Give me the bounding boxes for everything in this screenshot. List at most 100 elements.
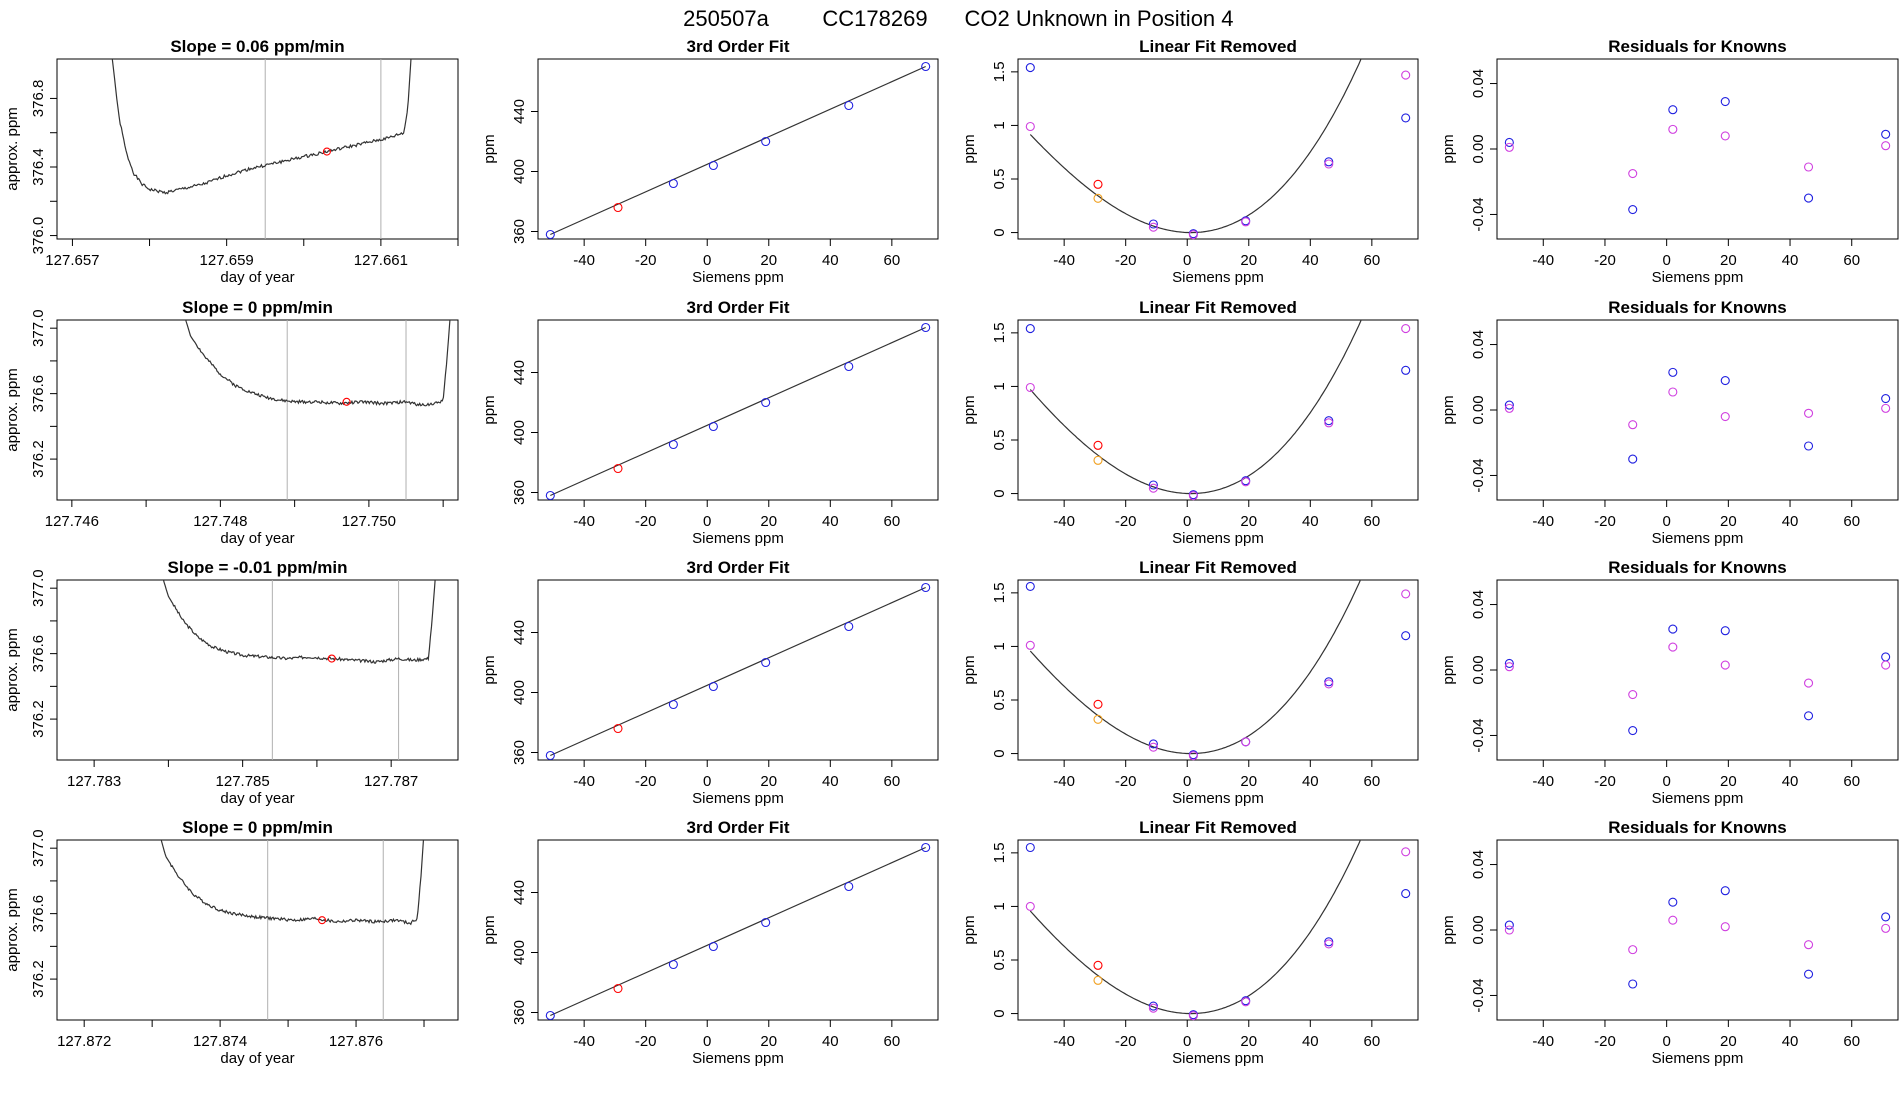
data-point-blue [1628,725,1638,736]
data-point-blue [844,881,854,892]
x-tick-label: 20 [1720,513,1737,530]
data-point-blue [708,160,718,171]
data-point-magenta [1803,162,1814,172]
x-axis-label: day of year [220,1050,294,1067]
panel-title: Linear Fit Removed [1139,37,1297,56]
x-tick-label: 60 [1364,513,1381,530]
panel-r1-c1: Slope = 0.06 ppm/min 127.657 127.659 127.66… [4,37,459,286]
plot-frame [1496,579,1899,761]
data-point-blue [1720,96,1730,107]
data-point-blue [1148,219,1158,229]
x-tick-label: -40 [1532,252,1554,269]
x-tick-label: 40 [1782,773,1799,790]
y-tick-label: 360 [511,1000,528,1025]
y-tick-label: 376.6 [30,895,47,933]
x-tick-label: 20 [760,513,777,530]
data-point-blue [1803,193,1814,203]
plot-frame [1017,319,1419,501]
y-axis: 360 400 440 [511,620,538,765]
y-tick-label: 440 [511,360,528,385]
data-point-blue [1628,454,1638,464]
y-tick-label: 1 [991,121,1008,129]
data-point-blue [1881,912,1891,922]
y-tick-label: 377.0 [30,309,47,347]
y-axis-label: ppm [1440,655,1457,684]
y-tick-label: 0.04 [1470,590,1487,619]
y-tick-label: 0.00 [1470,134,1487,163]
x-tick-label: 40 [822,513,839,530]
y-axis-label: approx. ppm [4,888,21,971]
page-title-run-id: 250507a [683,6,769,31]
panel-r4-c2: 3rd Order Fit -40 -20 0 20 40 60 Siemens ppm 360… [481,818,939,1067]
y-tick-label: -0.04 [1470,718,1487,752]
y-tick-label: 1.5 [991,582,1008,603]
mean-marker [322,147,331,156]
y-axis-label: approx. ppm [4,628,21,711]
x-tick-label: -20 [1594,513,1616,530]
panel-r1-c3: Linear Fit Removed -40 -20 0 20 40 60 Siemens p… [961,37,1419,286]
y-axis-label: approx. ppm [4,368,21,451]
x-tick-label: 127.748 [193,513,247,530]
data-point-magenta [1881,141,1891,151]
y-tick-label: 400 [511,940,528,965]
data-point-blue [761,657,771,668]
y-axis: 0 0.5 1 1.5 [991,582,1018,758]
x-axis-label: Siemens ppm [1652,530,1744,547]
x-tick-label: -40 [1053,1033,1075,1050]
data-point-blue [1148,739,1158,749]
data-point-blue [844,361,854,372]
y-tick-label: 440 [511,880,528,905]
y-axis-label: approx. ppm [4,107,21,190]
plot-frame [56,839,459,1021]
y-tick-label: 0.5 [991,430,1008,451]
x-tick-label: -40 [1053,252,1075,269]
data-point-magenta [1241,477,1251,487]
data-point-blue [1803,969,1814,979]
x-tick-label: 40 [1782,513,1799,530]
y-tick-label: 0.04 [1470,850,1487,879]
data-point-blue [844,100,854,111]
data-point-magenta [1401,324,1411,334]
fit-line [550,586,926,757]
mean-marker [342,397,351,406]
data-point-magenta [1668,915,1678,925]
data-point-red [613,463,623,474]
panel-r2-c1: Slope = 0 ppm/min 127.746 127.748 127.750 da… [4,298,459,547]
x-axis-label: day of year [220,530,294,547]
data-point-red [1093,960,1103,970]
x-tick-label: 40 [822,1033,839,1050]
x-tick-label: -20 [1115,773,1137,790]
x-tick-label: 0 [703,773,711,790]
x-tick-label: 40 [822,773,839,790]
plot-area [1029,840,1362,1015]
x-axis: -40 -20 0 20 40 60 [1532,1020,1860,1050]
panel-r3-c2: 3rd Order Fit -40 -20 0 20 40 60 Siemens ppm 360… [481,558,939,807]
plot-frame [1017,579,1419,761]
data-point-blue [1504,137,1514,148]
y-tick-label: 0.00 [1470,915,1487,944]
y-tick-label: 0.5 [991,950,1008,971]
plot-frame [1017,839,1419,1021]
data-point-magenta [1668,124,1678,134]
x-tick-label: 127.659 [200,252,254,269]
data-point-magenta [1188,230,1198,240]
panel-title: 3rd Order Fit [687,298,790,317]
x-axis: -40 -20 0 20 40 60 [573,1020,900,1050]
panel-title: 3rd Order Fit [687,558,790,577]
plot-area [185,320,451,500]
x-tick-label: 0 [703,513,711,530]
data-point-red [1093,179,1103,189]
data-point-magenta [1148,1003,1158,1013]
data-point-blue [668,959,678,970]
data-point-orange [1093,455,1103,465]
x-tick-label: 127.874 [193,1033,247,1050]
data-point-magenta [1025,382,1035,393]
x-tick-label: 0 [703,252,711,269]
data-point-magenta [1504,662,1514,672]
x-axis-label: day of year [220,790,294,807]
concentration-trace [185,320,451,407]
plot-frame [1496,319,1899,501]
x-tick-label: 20 [1720,1033,1737,1050]
x-axis: -40 -20 0 20 40 60 [1053,500,1380,530]
panel-r3-c4: Residuals for Knowns -40 -20 0 20 40 60 Siemens… [1440,558,1899,807]
